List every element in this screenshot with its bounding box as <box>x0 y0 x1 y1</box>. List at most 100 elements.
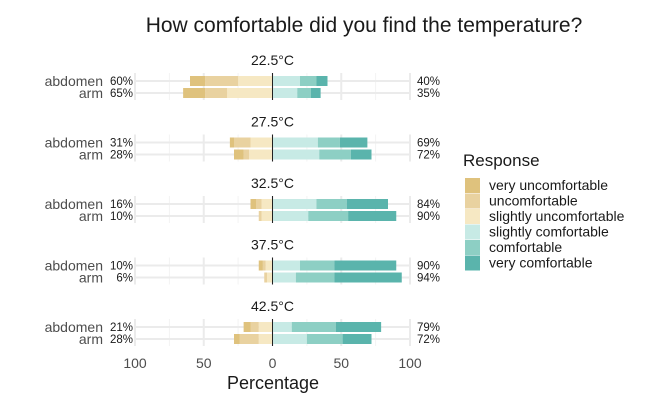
legend-item: very comfortable <box>465 255 593 271</box>
right-percentage-label: 69% <box>417 138 440 150</box>
bar-segment-slightly-comfortable <box>272 149 320 160</box>
bar-segment-slightly-uncomfortable <box>261 199 273 209</box>
bar-segment-comfortable <box>291 322 336 332</box>
left-percentage-label: 28% <box>110 334 133 346</box>
bar-row-abdomen: abdomen 10% 90% <box>45 258 440 274</box>
bar-segment-slightly-comfortable <box>272 334 307 344</box>
bar-segment-comfortable <box>300 76 317 86</box>
left-percentage-label: 31% <box>110 138 133 150</box>
bar-row-abdomen: abdomen 16% 84% <box>45 196 440 212</box>
legend-item: comfortable <box>465 239 562 255</box>
bar-segment-very-uncomfortable <box>243 322 251 332</box>
panel-title: 37.5°C <box>251 237 294 253</box>
bar-segment-very-comfortable <box>311 88 321 98</box>
bar-segment-very-uncomfortable <box>234 149 244 160</box>
legend-swatch <box>465 224 480 240</box>
bar-segment-slightly-uncomfortable <box>267 272 273 283</box>
bar-segment-slightly-uncomfortable <box>250 137 273 148</box>
legend-label: very comfortable <box>489 255 593 271</box>
row-label: arm <box>79 270 103 286</box>
legend-label: very uncomfortable <box>489 177 608 193</box>
legend-item: slightly comfortable <box>465 224 609 240</box>
bar-segment-uncomfortable <box>205 76 239 86</box>
bar-segment-very-comfortable <box>350 149 372 160</box>
bar-segment-very-comfortable <box>334 260 397 271</box>
right-percentage-label: 79% <box>417 322 440 334</box>
row-label: arm <box>79 85 103 101</box>
bar-segment-comfortable <box>316 199 347 209</box>
legend-label: comfortable <box>489 239 562 255</box>
bar-segment-very-uncomfortable <box>183 88 206 98</box>
bar-row-arm: arm 65% 35% <box>79 85 440 101</box>
bar-row-abdomen: abdomen 60% 40% <box>45 73 440 89</box>
bar-segment-uncomfortable <box>264 272 267 283</box>
bar-segment-uncomfortable <box>205 88 228 98</box>
x-tick-label: 50 <box>333 355 349 371</box>
legend-swatch <box>465 240 480 255</box>
panel-0: 22.5°C abdomen 60% 40% arm 65% 35% <box>45 52 440 101</box>
x-axis: 100 50 0 50 100 <box>123 355 422 371</box>
bar-row-arm: arm 28% 72% <box>79 331 440 347</box>
right-percentage-label: 72% <box>417 334 440 346</box>
panel-title: 27.5°C <box>251 114 294 130</box>
row-label: abdomen <box>45 73 103 89</box>
panels: 22.5°C abdomen 60% 40% arm 65% 35% 27.5°C abdome… <box>45 52 440 347</box>
right-percentage-label: 35% <box>417 88 440 100</box>
bar-segment-slightly-comfortable <box>272 88 298 98</box>
left-percentage-label: 10% <box>110 211 133 223</box>
left-percentage-label: 6% <box>116 273 133 285</box>
bar-segment-very-comfortable <box>335 322 382 332</box>
bar-segment-very-comfortable <box>346 199 388 209</box>
bar-segment-very-uncomfortable <box>229 137 234 148</box>
panel-2: 32.5°C abdomen 16% 84% arm 10% 90% <box>45 175 440 224</box>
bar-row-abdomen: abdomen 21% 79% <box>45 319 440 335</box>
bar-row-arm: arm 6% 94% <box>79 270 440 286</box>
right-percentage-label: 84% <box>417 199 440 211</box>
bar-segment-comfortable <box>295 272 335 283</box>
legend-title: Response <box>463 151 540 170</box>
legend-swatch <box>465 178 480 193</box>
legend-swatch <box>465 255 480 271</box>
bar-segment-very-comfortable <box>339 137 368 148</box>
left-percentage-label: 21% <box>110 322 133 334</box>
legend: Response very uncomfortableuncomfortable… <box>463 151 625 271</box>
x-axis-title: Percentage <box>227 373 319 393</box>
bar-segment-comfortable <box>319 149 351 160</box>
right-percentage-label: 90% <box>417 211 440 223</box>
x-tick-label: 100 <box>398 355 422 371</box>
row-label: arm <box>79 147 103 163</box>
bar-segment-uncomfortable <box>262 260 266 271</box>
bar-segment-slightly-uncomfortable <box>258 334 273 344</box>
left-percentage-label: 60% <box>110 76 133 88</box>
bar-segment-very-comfortable <box>316 76 328 86</box>
bar-segment-very-uncomfortable <box>258 260 263 271</box>
bar-segment-very-uncomfortable <box>190 76 206 86</box>
legend-item: very uncomfortable <box>465 177 608 193</box>
panel-1: 27.5°C abdomen 31% 69% arm 28% 72% <box>45 114 440 163</box>
x-tick-label: 0 <box>269 355 277 371</box>
bar-segment-comfortable <box>300 260 335 271</box>
bar-segment-slightly-comfortable <box>272 322 292 332</box>
bar-segment-uncomfortable <box>258 211 262 221</box>
left-percentage-label: 10% <box>110 261 133 273</box>
bar-segment-slightly-comfortable <box>272 199 317 209</box>
x-tick-label: 50 <box>196 355 212 371</box>
bar-segment-slightly-uncomfortable <box>249 149 273 160</box>
bar-segment-comfortable <box>306 334 343 344</box>
bar-segment-very-comfortable <box>334 272 402 283</box>
row-label: arm <box>79 208 103 224</box>
panel-title: 42.5°C <box>251 298 294 314</box>
legend-item: uncomfortable <box>465 193 578 209</box>
bar-segment-very-comfortable <box>348 211 397 221</box>
legend-label: slightly comfortable <box>489 224 609 240</box>
bar-row-arm: arm 10% 90% <box>79 208 440 224</box>
row-label: abdomen <box>45 196 103 212</box>
bar-segment-slightly-uncomfortable <box>238 76 273 86</box>
panel-4: 42.5°C abdomen 21% 79% arm 28% 72% <box>45 298 440 347</box>
bar-segment-comfortable <box>297 88 311 98</box>
chart-title: How comfortable did you find the tempera… <box>146 14 583 37</box>
bar-row-arm: arm 28% 72% <box>79 147 440 163</box>
